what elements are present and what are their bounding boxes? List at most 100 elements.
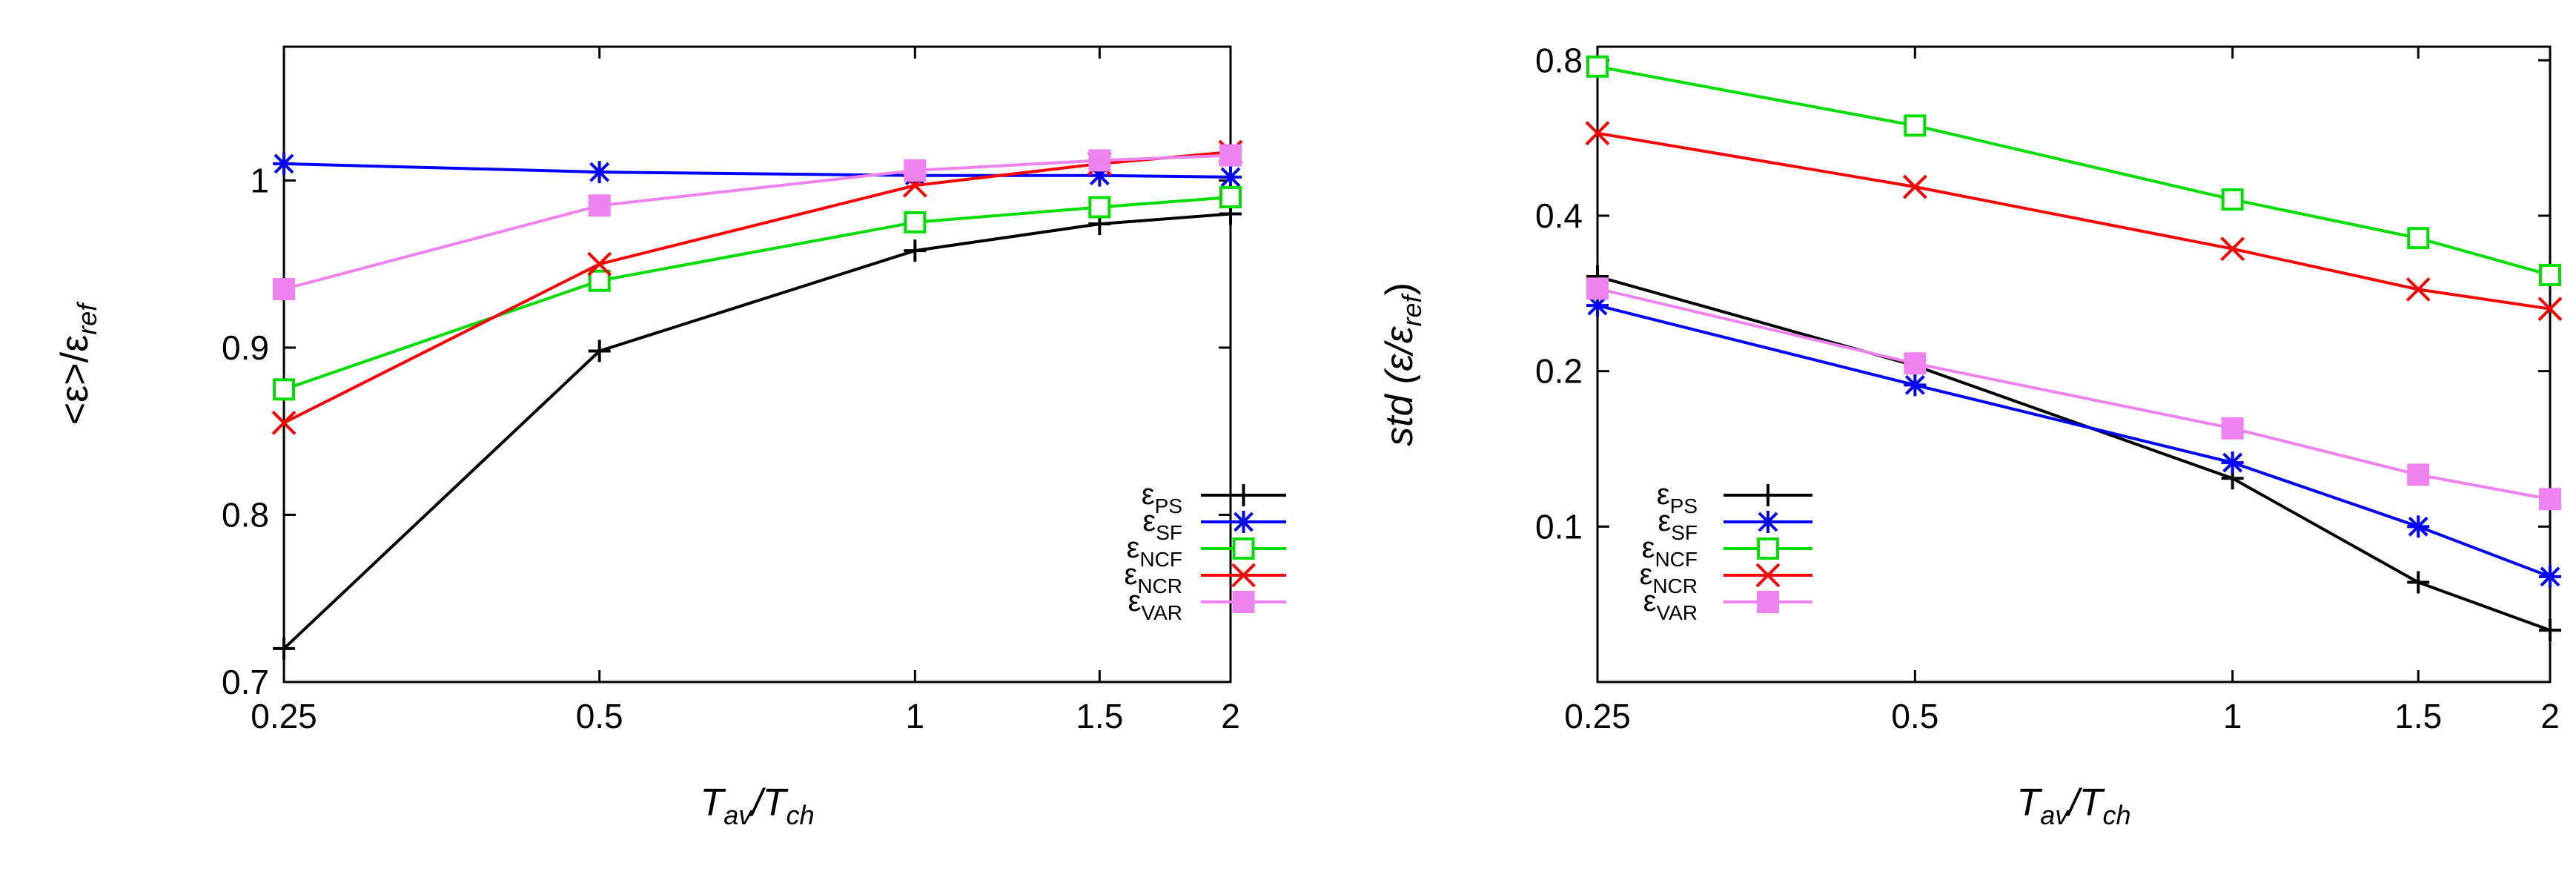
series-line (1597, 275, 2551, 632)
data-point (1088, 196, 1111, 219)
data-point (588, 194, 611, 217)
data-point (1904, 352, 1927, 375)
x-tick-label: 1.5 (1076, 697, 1123, 735)
data-point (1585, 121, 1610, 146)
data-point (2537, 297, 2563, 322)
y-tick-label: 0.4 (1535, 196, 1583, 235)
series-ncr (271, 139, 1243, 435)
x-tick-label: 1.5 (2394, 697, 2442, 735)
legend-marker (1232, 591, 1255, 613)
y-tick-label: 0.2 (1535, 352, 1583, 391)
data-point (271, 411, 297, 435)
legend-entry: εNCF (1642, 532, 1812, 571)
legend-label: εNCF (1642, 532, 1698, 571)
data-point (2407, 463, 2430, 486)
legend-label: εSF (1658, 505, 1698, 544)
data-point (2221, 417, 2244, 440)
legend-label: εPS (1142, 478, 1182, 517)
legend-entry: εPS (1142, 478, 1286, 517)
y-tick-label: 0.7 (222, 663, 269, 701)
legend-entry: εSF (1142, 505, 1286, 544)
x-tick-label: 1 (2223, 697, 2242, 735)
y-tick-label: 0.8 (222, 495, 269, 534)
legend-entry: εSF (1658, 505, 1812, 544)
legend-marker (1234, 512, 1254, 532)
x-axis-label: Tav/Tch (2016, 781, 2130, 830)
series-line (282, 212, 1231, 650)
series-ps (273, 202, 1242, 660)
series-line (1597, 304, 2551, 578)
series-ncr (1585, 121, 2563, 322)
series-var (273, 144, 1242, 301)
data-point (1904, 374, 1925, 395)
data-point (1088, 149, 1111, 172)
y-tick-label: 0.1 (1535, 507, 1583, 546)
data-point (1902, 174, 1927, 199)
legend-entry: εPS (1657, 478, 1812, 517)
data-point (2221, 188, 2244, 211)
data-point (2408, 516, 2428, 537)
data-point (1586, 277, 1609, 300)
plot-frame (1596, 45, 2552, 683)
legend-label: εSF (1142, 505, 1182, 544)
data-point (2540, 566, 2560, 587)
legend-entry: εNCR (1124, 558, 1286, 597)
y-axis-label: <ε>/εref (53, 301, 102, 426)
data-point (2406, 277, 2431, 302)
y-axis-label: std (ε/εref) (1378, 282, 1427, 446)
series-line (283, 150, 1231, 425)
legend-marker (1757, 537, 1779, 560)
data-point (2220, 236, 2245, 262)
data-point (1220, 167, 1241, 188)
legend-label: εNCF (1127, 532, 1182, 571)
series-ncf (273, 185, 1242, 401)
legend-marker (1757, 591, 1779, 613)
y-tick-label: 1 (250, 161, 269, 199)
series-ncf (1586, 55, 2561, 287)
data-point (1219, 185, 1242, 208)
data-point (2539, 264, 2561, 287)
legend-label: εVAR (1128, 585, 1182, 624)
y-tick-label: 0.9 (222, 328, 269, 367)
legend-marker (1232, 537, 1255, 560)
series-line (1597, 131, 2551, 311)
data-point (274, 153, 294, 174)
chart-std-ratio: 0.25 0.5 1 1.5 2 0.1 0.2 0.4 0.8 Tav/Tch std (ε/εr… (1378, 41, 2563, 830)
data-point (1586, 55, 1609, 78)
data-point (904, 211, 927, 234)
data-point (2539, 488, 2561, 511)
data-point (587, 251, 612, 277)
data-point (2222, 452, 2243, 473)
data-point (273, 278, 295, 301)
legend-label: εNCR (1124, 558, 1182, 597)
data-point (2407, 227, 2430, 250)
legend-entry: εVAR (1643, 585, 1812, 624)
x-axis-label: Tav/Tch (700, 781, 814, 830)
series-sf (1586, 294, 2561, 588)
legend-marker (1231, 563, 1256, 588)
x-tick-label: 0.25 (251, 697, 317, 735)
plot-frame (282, 45, 1232, 683)
x-tick-label: 0.5 (1891, 697, 1938, 735)
legend-entry: εVAR (1128, 585, 1286, 624)
x-tick-label: 0.25 (1564, 697, 1631, 735)
legend-entry: εNCF (1127, 532, 1286, 571)
data-point (904, 159, 927, 182)
x-tick-label: 2 (1221, 697, 1240, 735)
data-point (588, 269, 611, 292)
legend-marker (1758, 512, 1778, 532)
data-point (273, 378, 295, 401)
legend-label: εNCR (1639, 558, 1698, 597)
chart-mean-ratio: 0.25 0.5 1 1.5 2 0.7 0.8 0.9 1 Tav/Tch <ε>/εref εPS… (53, 45, 1286, 830)
legend-marker (1755, 563, 1781, 588)
x-tick-label: 0.5 (576, 697, 623, 735)
x-tick-label: 2 (2540, 697, 2560, 735)
data-point (1219, 144, 1242, 167)
y-tick-label: 0.8 (1535, 41, 1583, 79)
legend-entry: εNCR (1639, 558, 1812, 597)
legend-label: εVAR (1643, 585, 1698, 624)
data-point (1904, 114, 1927, 137)
legend-label: εPS (1657, 478, 1698, 517)
data-point (589, 162, 610, 182)
